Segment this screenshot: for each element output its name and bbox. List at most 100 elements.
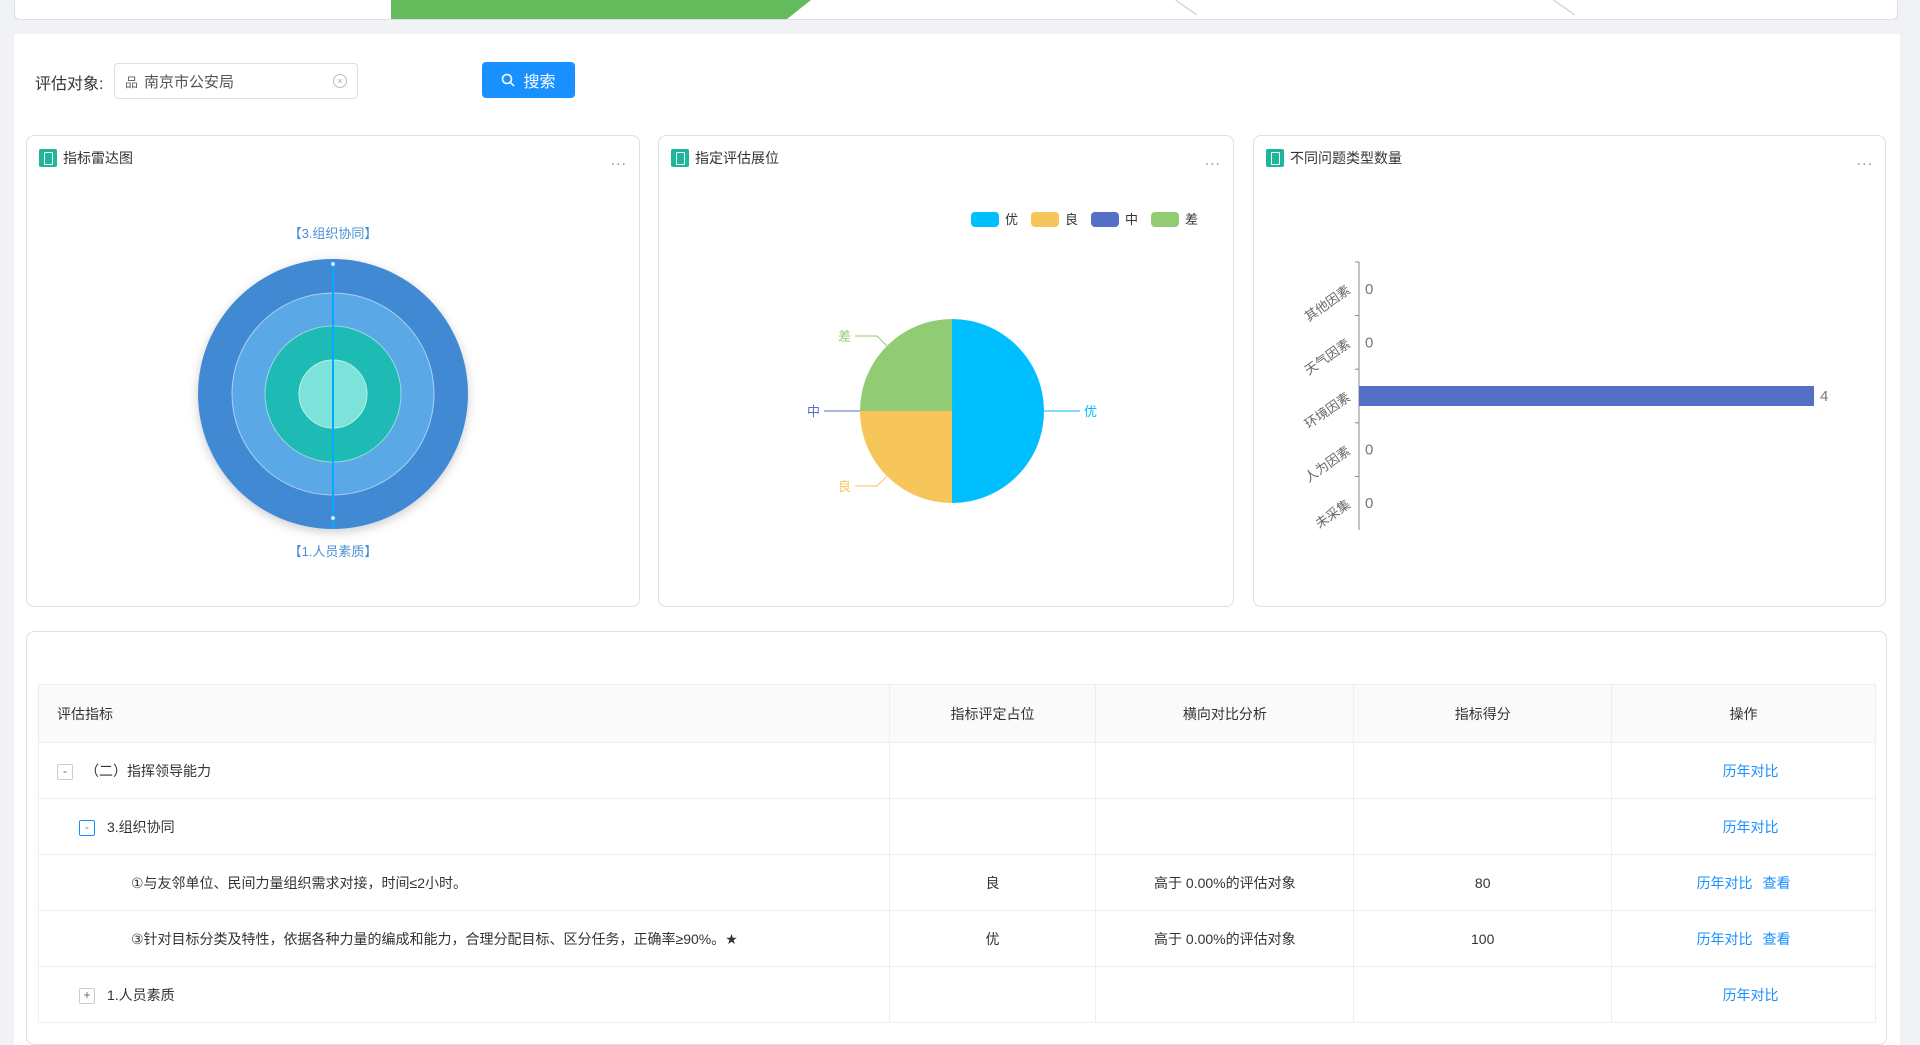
col-header-indicator: 评估指标 — [38, 684, 890, 743]
indicator-name: ③针对目标分类及特性，依据各种力量的编成和能力，合理分配目标、区分任务，正确率≥… — [131, 930, 738, 947]
search-icon — [502, 73, 516, 87]
search-button[interactable]: 搜索 — [482, 62, 575, 98]
legend-swatch[interactable] — [971, 212, 999, 227]
legend-label: 差 — [1185, 212, 1198, 227]
pie-label-line — [855, 475, 888, 487]
org-select-input[interactable]: 品 南京市公安局 × — [114, 63, 358, 99]
bar-value-label: 0 — [1365, 442, 1373, 459]
pie-slice[interactable] — [860, 319, 952, 411]
cell-ops: 历年对比 查看 — [1611, 854, 1876, 911]
col-header-score: 指标得分 — [1353, 684, 1613, 743]
cell-level: 良 — [888, 854, 1097, 911]
cell-ops: 历年对比 — [1611, 966, 1876, 1023]
table-row: ③针对目标分类及特性，依据各种力量的编成和能力，合理分配目标、区分任务，正确率≥… — [38, 910, 1876, 967]
legend-swatch[interactable] — [1151, 212, 1179, 227]
bar-panel-title: 不同问题类型数量 — [1266, 148, 1402, 168]
collapse-toggle[interactable]: - — [57, 763, 73, 780]
table-row: - （二）指挥领导能力 历年对比 — [38, 742, 1876, 799]
op-link-0[interactable]: 历年对比 — [1722, 762, 1779, 779]
bar[interactable] — [1359, 386, 1814, 406]
indicator-name: 3.组织协同 — [107, 818, 175, 835]
clear-icon[interactable]: × — [333, 74, 347, 88]
indicator-table: 评估指标 指标评定占位 横向对比分析 指标得分 操作 - （二）指挥领导能力 历年对… — [38, 684, 1876, 1023]
col-header-level: 指标评定占位 — [888, 684, 1097, 743]
step-divider — [1553, 0, 1576, 16]
legend-swatch[interactable] — [1031, 212, 1059, 227]
radar-chart: 【3.组织协同】 【1.人员素质】 — [198, 226, 468, 559]
legend-label: 优 — [1005, 212, 1018, 227]
legend-swatch[interactable] — [1091, 212, 1119, 227]
cell-indicator: ③针对目标分类及特性，依据各种力量的编成和能力，合理分配目标、区分任务，正确率≥… — [38, 910, 890, 967]
document-icon — [1266, 149, 1284, 167]
pie-panel-title: 指定评估展位 — [671, 148, 779, 168]
cell-score: 80 — [1353, 854, 1613, 911]
step-progress-bar — [14, 0, 1898, 20]
category-label: 天气因素 — [1302, 336, 1353, 378]
bar-value-label: 4 — [1820, 388, 1828, 405]
cell-level: 优 — [888, 910, 1097, 967]
op-link-0[interactable]: 历年对比 — [1722, 986, 1779, 1003]
radar-point — [331, 516, 335, 520]
radar-point — [331, 262, 335, 266]
panel-title-text: 指标雷达图 — [63, 150, 133, 166]
cell-indicator: ①与友邻单位、民间力量组织需求对接，时间≤2小时。 — [38, 854, 890, 911]
pie-label: 优 — [1084, 404, 1097, 419]
org-tree-icon: 品 — [125, 74, 139, 90]
cell-level — [888, 966, 1097, 1023]
table-row: -3.组织协同 历年对比 — [38, 798, 1876, 855]
radar-label-bottom: 【1.人员素质】 — [289, 544, 378, 559]
legend-label: 良 — [1065, 212, 1078, 227]
main-page: 评估对象: 品 南京市公安局 × 搜索 指标雷达图 ... 【3.组织协同】 【… — [14, 34, 1900, 1045]
radar-label-top: 【3.组织协同】 — [289, 226, 378, 241]
op-link-0[interactable]: 历年对比 — [1722, 818, 1779, 835]
document-icon — [39, 149, 57, 167]
bar-chart: 其他因素 0 天气因素 0 环境因素 4 人为因素 0 未采集 0 — [1302, 261, 1828, 532]
op-link-0[interactable]: 历年对比 — [1696, 874, 1753, 891]
step-divider — [1175, 0, 1198, 16]
cell-compare — [1095, 966, 1355, 1023]
cell-indicator: - （二）指挥领导能力 — [38, 742, 890, 799]
bar-value-label: 0 — [1365, 334, 1373, 351]
category-label: 未采集 — [1312, 497, 1353, 532]
legend-label: 中 — [1125, 212, 1138, 227]
pie-chart: 优良中差优良中差 — [807, 212, 1198, 503]
cell-ops: 历年对比 查看 — [1611, 910, 1876, 967]
category-label: 其他因素 — [1302, 282, 1353, 324]
more-icon[interactable]: ... — [610, 152, 627, 169]
pie-slice[interactable] — [952, 319, 1044, 503]
cell-compare: 高于 0.00%的评估对象 — [1095, 910, 1355, 967]
indicator-name: 1.人员素质 — [107, 986, 175, 1003]
more-icon[interactable]: ... — [1204, 152, 1221, 169]
col-header-compare: 横向对比分析 — [1095, 684, 1355, 743]
op-link-0[interactable]: 历年对比 — [1696, 930, 1753, 947]
bar-value-label: 0 — [1365, 281, 1373, 298]
more-icon[interactable]: ... — [1856, 152, 1873, 169]
op-link-1[interactable]: 查看 — [1762, 930, 1791, 947]
radar-panel: 指标雷达图 ... 【3.组织协同】 【1.人员素质】 — [26, 135, 640, 607]
table-row: ①与友邻单位、民间力量组织需求对接，时间≤2小时。 良高于 0.00%的评估对象 8… — [38, 854, 1876, 911]
bar-panel: 不同问题类型数量 ... 其他因素 0 天气因素 0 环境因素 4 人为因素 0 未采集 0 — [1253, 135, 1886, 607]
op-link-1[interactable]: 查看 — [1762, 874, 1791, 891]
search-button-label: 搜索 — [523, 74, 556, 91]
indicator-name: ①与友邻单位、民间力量组织需求对接，时间≤2小时。 — [131, 874, 468, 891]
collapse-toggle[interactable]: - — [79, 819, 95, 836]
pie-slice[interactable] — [860, 411, 952, 503]
cell-level — [888, 742, 1097, 799]
expand-toggle[interactable]: + — [79, 987, 95, 1004]
pie-label: 良 — [838, 479, 851, 494]
step-active[interactable] — [391, 0, 811, 19]
table-row: +1.人员素质 历年对比 — [38, 966, 1876, 1023]
radar-panel-title: 指标雷达图 — [39, 148, 133, 168]
pie-label: 中 — [807, 404, 820, 419]
category-label: 环境因素 — [1302, 389, 1353, 431]
category-label: 人为因素 — [1302, 443, 1353, 485]
pie-label: 差 — [838, 329, 851, 344]
indicator-name: （二）指挥领导能力 — [85, 762, 211, 779]
cell-score — [1353, 742, 1613, 799]
pie-label-line — [855, 335, 888, 347]
search-label: 评估对象: — [35, 76, 104, 93]
cell-compare — [1095, 798, 1355, 855]
document-icon — [671, 149, 689, 167]
org-select-value: 南京市公安局 — [144, 73, 235, 91]
pie-panel: 指定评估展位 ... 优良中差优良中差 — [658, 135, 1234, 607]
